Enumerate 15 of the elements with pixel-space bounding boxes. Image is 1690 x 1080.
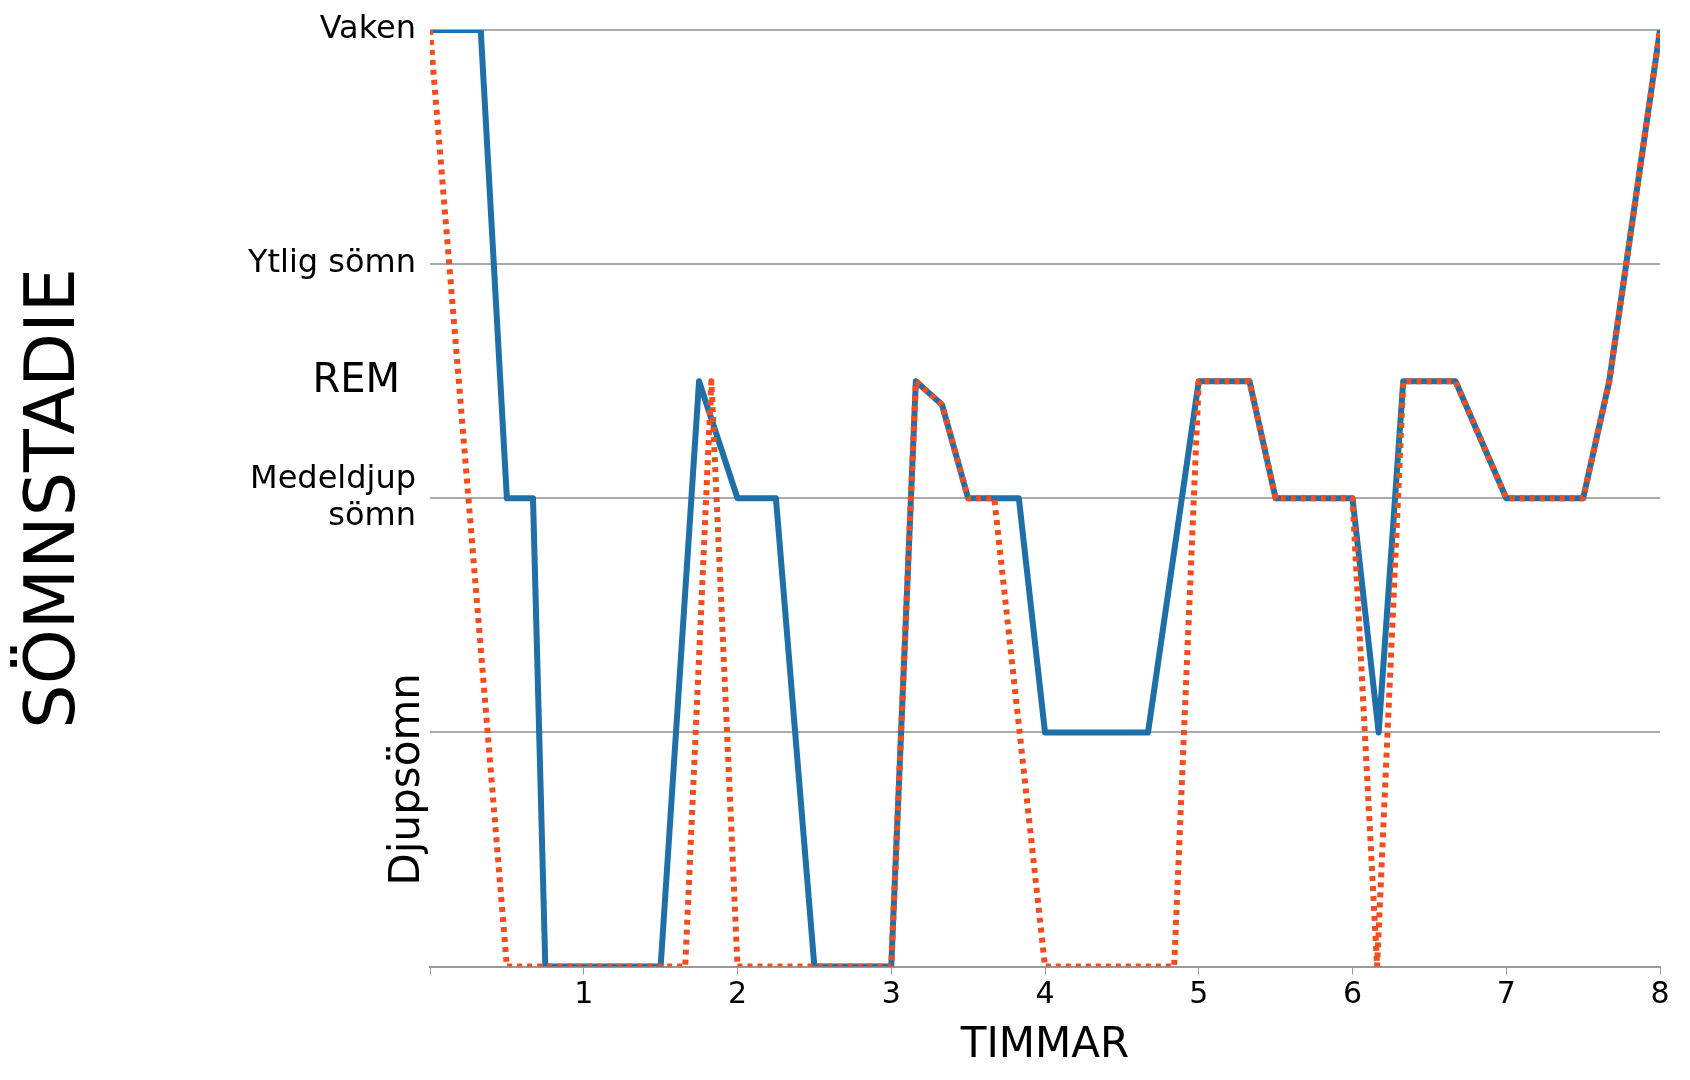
- x-tick-label: 8: [1650, 975, 1670, 1011]
- x-tick-label: 2: [727, 975, 748, 1011]
- text: Ytlig sömn: [246, 242, 416, 281]
- text: Medeldjup sömn: [250, 458, 416, 534]
- x-tick-label: 5: [1189, 975, 1209, 1011]
- text: Djupsömn: [379, 673, 429, 886]
- y-axis-title: SÖMNSTADIE: [9, 267, 92, 729]
- x-tick-label: 6: [1342, 975, 1363, 1011]
- text: Vaken: [319, 8, 416, 47]
- x-tick-label: 3: [881, 975, 901, 1011]
- x-axis-title: TIMMAR: [959, 1017, 1130, 1067]
- x-tick-label: 1: [574, 975, 594, 1011]
- x-tick-label: 7: [1496, 975, 1516, 1011]
- text: REM: [312, 354, 400, 401]
- x-tick-label: 4: [1035, 975, 1055, 1011]
